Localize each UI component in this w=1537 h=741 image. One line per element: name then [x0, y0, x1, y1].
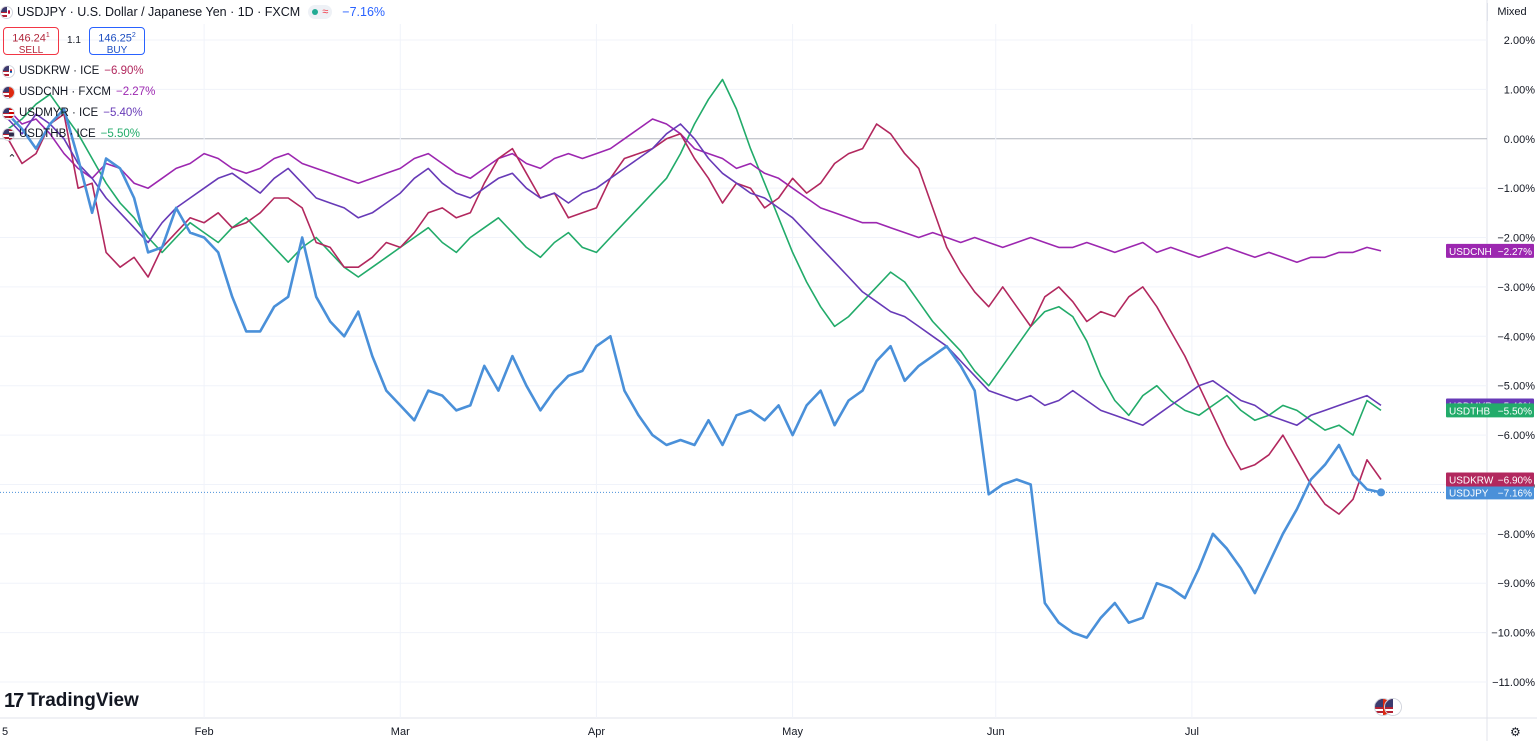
last-value-bg — [1446, 243, 1534, 258]
price-scale[interactable]: 2.00% 1.00% 0.00% −1.00% −2.00% −3.00% −4.00% −… — [1491, 35, 1535, 689]
series-line-usdcnh — [7, 108, 1382, 263]
market-open-dot-icon — [312, 9, 319, 15]
legend-item-usdkrw[interactable]: USDKRW · ICE −6.90% — [2, 62, 144, 80]
scale-mode-button[interactable]: Mixed — [1487, 3, 1536, 21]
symbol-title[interactable]: USDJPY · U.S. Dollar / Japanese Yen · 1D… — [17, 5, 301, 19]
time-scale[interactable]: 5 Feb Mar Apr May Jun Jul — [2, 726, 1199, 738]
legend-item-usdcnh[interactable]: USDCNH · FXCM −2.27% — [2, 83, 155, 101]
buy-price: 146.25 — [98, 32, 132, 45]
last-value-change: −7.16% — [1498, 488, 1532, 499]
legend-item-usdthb[interactable]: USDTHB · ICE −5.50% — [2, 125, 140, 143]
tradingview-logo-icon: 17 — [4, 689, 24, 712]
y-tick-label: −6.00% — [1497, 430, 1535, 442]
buy-price-sup: 2 — [131, 32, 136, 39]
sell-button[interactable]: 146.241 SELL — [3, 27, 59, 56]
chevron-up-icon[interactable]: ⌃ — [7, 152, 17, 165]
brand-name: TradingView — [27, 690, 139, 711]
x-tick-label: Feb — [195, 726, 214, 738]
flag-icon — [2, 127, 15, 141]
compare-symbols-icons[interactable] — [1374, 698, 1402, 716]
header-change: −7.16% — [342, 5, 386, 19]
last-value-label-usdcnh: USDCNH −2.27% — [1446, 243, 1534, 258]
y-tick-label: −4.00% — [1497, 331, 1535, 343]
series-layer — [7, 78, 1385, 639]
sell-label: SELL — [18, 44, 44, 56]
sell-price-sup: 1 — [45, 32, 50, 39]
legend-label: USDKRW · ICE — [19, 65, 100, 77]
last-value-labels: USDJPY−7.16%USDKRW−6.90%USDCNH−2.27%USDM… — [1446, 243, 1534, 500]
last-value-label-usdthb: USDTHB −5.50% — [1446, 403, 1534, 418]
y-tick-label: −9.00% — [1497, 578, 1535, 590]
series-line-usdkrw — [7, 113, 1382, 515]
spread-value: 1.1 — [67, 35, 81, 46]
y-tick-label: −2.00% — [1497, 233, 1535, 245]
last-value-name: USDKRW — [1449, 476, 1494, 487]
y-tick-label: 1.00% — [1504, 84, 1535, 96]
last-value-change: −2.27% — [1498, 247, 1532, 258]
series-line-usdthb — [7, 78, 1382, 436]
last-value-bg — [1446, 403, 1534, 418]
y-tick-label: −3.00% — [1497, 282, 1535, 294]
gear-icon[interactable]: ⚙ — [1510, 725, 1521, 739]
legend-item-usdmyr[interactable]: USDMYR · ICE −5.40% — [2, 104, 143, 122]
legend-label: USDMYR · ICE — [19, 107, 99, 119]
brand-logo[interactable]: 17 TradingView — [4, 688, 139, 714]
y-tick-label: 2.00% — [1504, 35, 1535, 47]
y-tick-label: −11.00% — [1492, 677, 1535, 689]
y-tick-label: −8.00% — [1497, 529, 1535, 541]
last-value-change: −5.50% — [1498, 406, 1532, 417]
y-tick-label: −5.00% — [1497, 381, 1535, 393]
x-tick-label: Jun — [987, 726, 1005, 738]
symbol-header[interactable]: USDJPY · U.S. Dollar / Japanese Yen · 1D… — [0, 0, 385, 24]
last-value-change: −6.90% — [1498, 476, 1532, 487]
flag-icon — [0, 5, 13, 19]
x-tick-label: Mar — [391, 726, 410, 738]
legend-change: −5.50% — [100, 128, 140, 140]
last-value-bg — [1446, 472, 1534, 487]
series-line-usdjpy — [7, 107, 1382, 639]
legend-change: −5.40% — [103, 107, 143, 119]
flag-icon — [2, 106, 15, 120]
x-tick-label: 5 — [2, 726, 8, 738]
legend-label: USDCNH · FXCM — [19, 86, 111, 98]
buy-button[interactable]: 146.252 BUY — [89, 27, 145, 56]
flag-icon — [2, 64, 15, 78]
y-tick-label: −1.00% — [1497, 183, 1535, 195]
y-tick-label: 0.00% — [1504, 134, 1535, 146]
last-value-label-usdjpy: USDJPY −7.16% — [1446, 485, 1534, 500]
sell-price: 146.24 — [12, 32, 46, 45]
buy-label: BUY — [106, 44, 128, 56]
market-status-badge[interactable]: ≈ — [308, 5, 333, 19]
last-value-bg — [1446, 485, 1534, 500]
last-value-name: USDCNH — [1449, 247, 1492, 258]
last-point-usdjpy — [1377, 488, 1385, 497]
y-tick-label: −10.00% — [1491, 628, 1535, 640]
x-tick-label: Jul — [1185, 726, 1199, 738]
flag-icon — [1384, 698, 1402, 716]
last-value-name: USDTHB — [1449, 406, 1490, 417]
last-value-name: USDJPY — [1449, 488, 1489, 499]
last-value-label-usdkrw: USDKRW −6.90% — [1446, 472, 1534, 487]
legend-change: −6.90% — [104, 65, 144, 77]
series-line-usdmyr — [7, 113, 1382, 426]
wave-icon: ≈ — [322, 5, 329, 18]
legend-change: −2.27% — [116, 86, 156, 98]
legend-label: USDTHB · ICE — [19, 128, 96, 140]
x-tick-label: Apr — [588, 726, 605, 738]
flag-icon — [2, 85, 15, 99]
x-tick-label: May — [782, 726, 803, 738]
